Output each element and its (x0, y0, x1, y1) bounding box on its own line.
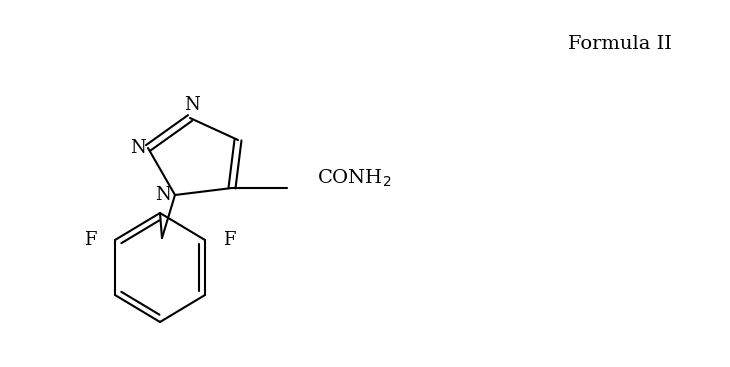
Text: CONH$_2$: CONH$_2$ (317, 167, 391, 189)
Text: N: N (130, 139, 146, 157)
Text: N: N (155, 186, 171, 204)
Text: N: N (184, 96, 200, 114)
Text: F: F (223, 231, 236, 249)
Text: Formula II: Formula II (568, 35, 672, 53)
Text: F: F (85, 231, 97, 249)
